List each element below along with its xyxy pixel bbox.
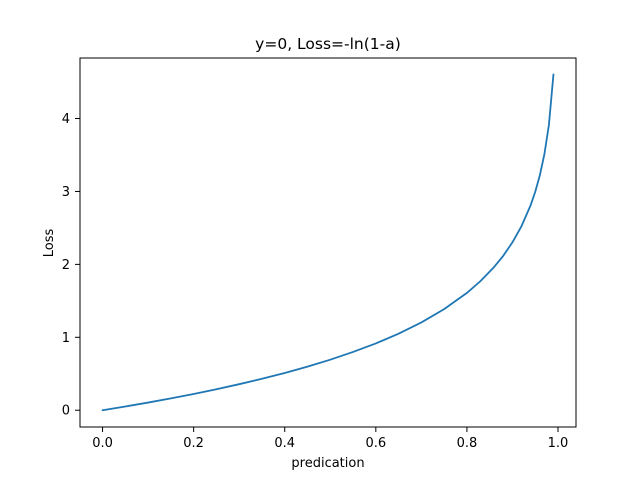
- y-tick-label: 2: [62, 258, 70, 273]
- y-tick-label: 0: [62, 404, 70, 419]
- y-tick-label: 4: [62, 112, 70, 127]
- y-tick-label: 1: [62, 331, 70, 346]
- x-axis-label: predication: [291, 456, 364, 471]
- chart-title: y=0, Loss=-ln(1-a): [255, 35, 401, 53]
- series-layer: [101, 73, 555, 412]
- x-tick-label: 1.0: [548, 436, 569, 451]
- x-tick-label: 0.8: [457, 436, 478, 451]
- series-line: [101, 73, 555, 412]
- x-tick-label: 0.6: [365, 436, 386, 451]
- y-axis-label: Loss: [42, 229, 57, 258]
- x-tick-label: 0.4: [274, 436, 295, 451]
- x-tick-label: 0.0: [92, 436, 113, 451]
- axes-frame: [79, 57, 577, 428]
- x-tick-label: 0.2: [183, 436, 204, 451]
- y-tick-label: 3: [62, 185, 70, 200]
- axis-ticks: 0.0 0.2 0.4 0.6 0.8 1.0 0 1 2 3 4: [62, 112, 569, 451]
